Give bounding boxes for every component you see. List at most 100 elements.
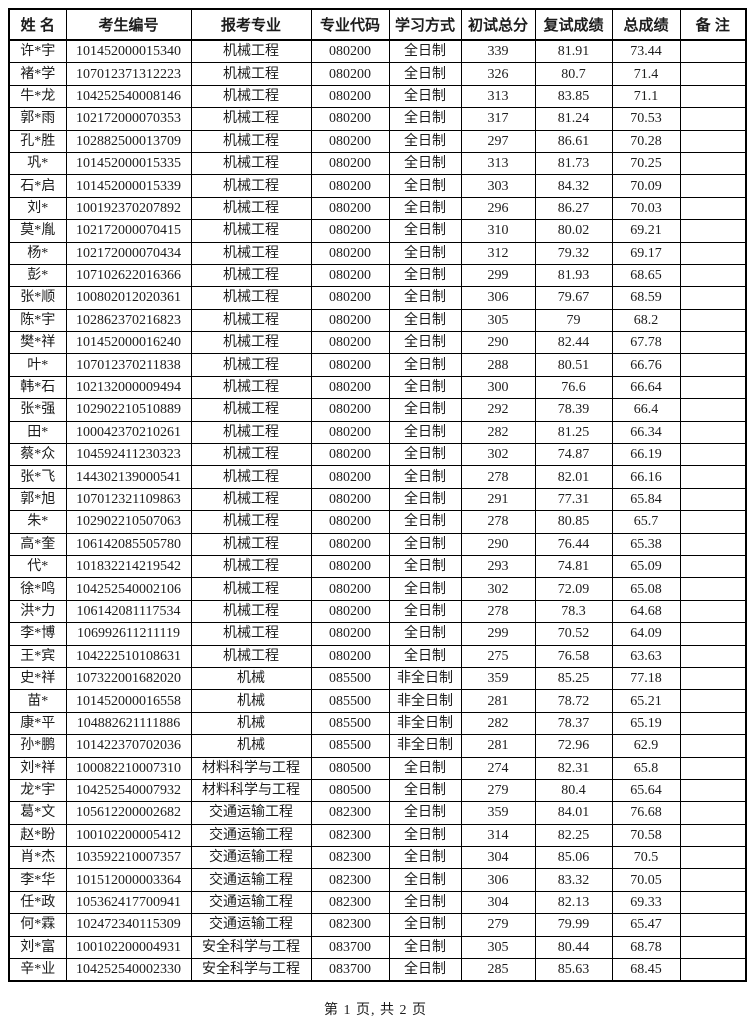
table-cell: 交通运输工程 (190, 913, 312, 937)
table-cell: 70.03 (611, 196, 681, 221)
header-cell: 专业代码 (310, 8, 390, 41)
table-cell (679, 532, 747, 556)
table-cell: 机械工程 (190, 532, 312, 556)
table-cell: 080200 (310, 241, 390, 265)
table-cell (679, 913, 747, 937)
table-cell: 刘*祥 (8, 756, 67, 780)
table-cell: 70.5 (611, 846, 681, 870)
table-cell (679, 890, 747, 915)
table-cell: 全日制 (388, 263, 462, 288)
table-cell: 82.13 (534, 890, 613, 915)
table-cell: 303 (460, 174, 536, 198)
table-cell: 65.8 (611, 756, 681, 780)
table-row: 牛*龙 104252540008146 机械工程 080200 全日制 313 83.85 7… (8, 84, 747, 109)
table-cell: 何*霖 (8, 913, 67, 937)
table-cell: 康*平 (8, 711, 67, 736)
table-cell: 302 (460, 443, 536, 467)
table-cell: 机械工程 (190, 443, 312, 467)
table-cell: 安全科学与工程 (190, 935, 312, 960)
header-cell: 姓 名 (8, 8, 67, 41)
table-cell: 65.38 (611, 532, 681, 556)
table-cell: 全日制 (388, 644, 462, 668)
table-cell: 80.51 (534, 353, 613, 377)
table-cell: 101832214219542 (65, 554, 192, 579)
table-cell (679, 711, 747, 736)
table-cell: 102172000070434 (65, 241, 192, 265)
table-row: 郭*雨 102172000070353 机械工程 080200 全日制 317 81.24 7… (8, 107, 747, 131)
table-row: 陈*宇 102862370216823 机械工程 080200 全日制 305 79 68.2 (8, 308, 747, 333)
table-header: 姓 名考生编号 报考专业 专业代码 学习方式 初试总分 复试成绩 总成绩备 注 (8, 8, 747, 41)
table-row: 蔡*众 104592411230323 机械工程 080200 全日制 302 74.87 6… (8, 443, 747, 467)
table-cell (679, 778, 747, 803)
header-cell: 考生编号 (65, 8, 192, 41)
table-row: 任*政 105362417700941 交通运输工程 082300 全日制 304 82.1… (8, 890, 747, 915)
table-row: 代* 101832214219542 机械工程 080200 全日制 293 74.81 65… (8, 554, 747, 579)
table-cell: 全日制 (388, 958, 462, 982)
table-cell: 66.64 (611, 375, 681, 400)
table-cell (679, 958, 747, 982)
table-cell: 080200 (310, 263, 390, 288)
table-cell: 刘* (8, 196, 67, 221)
table-cell: 304 (460, 846, 536, 870)
table-cell: 104252540007932 (65, 778, 192, 803)
table-cell: 安全科学与工程 (190, 958, 312, 982)
table-cell: 许*宇 (8, 39, 67, 64)
table-cell: 339 (460, 39, 536, 64)
table-cell: 84.01 (534, 801, 613, 825)
table-cell: 全日制 (388, 801, 462, 825)
table-cell: 机械工程 (190, 263, 312, 288)
table-cell: 机械工程 (190, 644, 312, 668)
table-cell: 机械工程 (190, 331, 312, 355)
table-cell (679, 868, 747, 892)
table-cell: 郭*旭 (8, 487, 67, 512)
table-cell: 80.44 (534, 935, 613, 960)
table-row: 史*祥 107322001682020 机械 085500 非全日制 359 85.25 77… (8, 666, 747, 691)
table-row: 韩*石 102132000009494 机械工程 080200 全日制 300 76.6 66… (8, 375, 747, 400)
table-cell: 102862370216823 (65, 308, 192, 333)
table-row: 孔*胜 102882500013709 机械工程 080200 全日制 297 86.61 7… (8, 129, 747, 153)
table-row: 石*启 101452000015339 机械工程 080200 全日制 303 84.32 7… (8, 174, 747, 198)
table-cell: 72.09 (534, 577, 613, 601)
table-cell: 77.31 (534, 487, 613, 512)
table-cell: 全日制 (388, 353, 462, 377)
table-cell: 任*政 (8, 890, 67, 915)
table-cell: 机械工程 (190, 151, 312, 176)
table-cell (679, 666, 747, 691)
table-cell: 70.53 (611, 107, 681, 131)
table-cell: 樊*祥 (8, 331, 67, 355)
table-cell: 080200 (310, 420, 390, 445)
table-cell: 陈*宇 (8, 308, 67, 333)
table-cell (679, 487, 747, 512)
table-cell: 83.85 (534, 84, 613, 109)
table-cell: 78.3 (534, 599, 613, 624)
table-cell (679, 196, 747, 221)
table-cell: 107012370211838 (65, 353, 192, 377)
table-cell: 65.08 (611, 577, 681, 601)
table-cell: 107102622016366 (65, 263, 192, 288)
header-cell: 学习方式 (388, 8, 462, 41)
table-cell (679, 151, 747, 176)
table-cell: 306 (460, 286, 536, 310)
table-cell: 67.78 (611, 331, 681, 355)
table-cell: 82.01 (534, 465, 613, 489)
table-cell: 全日制 (388, 443, 462, 467)
table-cell: 64.09 (611, 622, 681, 646)
table-cell: 全日制 (388, 151, 462, 176)
table-cell: 102472340115309 (65, 913, 192, 937)
table-cell: 全日制 (388, 375, 462, 400)
header-cell: 报考专业 (190, 8, 312, 41)
table-cell (679, 375, 747, 400)
table-cell: 70.25 (611, 151, 681, 176)
table-row: 孙*鹏 101422370702036 机械 085500 非全日制 281 72.96 62… (8, 734, 747, 758)
table-cell: 全日制 (388, 331, 462, 355)
table-cell: 100102200005412 (65, 823, 192, 848)
table-cell: 苗* (8, 689, 67, 713)
table-cell: 全日制 (388, 84, 462, 109)
table-cell (679, 174, 747, 198)
table-cell: 81.73 (534, 151, 613, 176)
table-cell: 全日制 (388, 219, 462, 243)
table-cell: 刘*富 (8, 935, 67, 960)
table-cell (679, 801, 747, 825)
table-cell: 全日制 (388, 286, 462, 310)
table-cell (679, 577, 747, 601)
